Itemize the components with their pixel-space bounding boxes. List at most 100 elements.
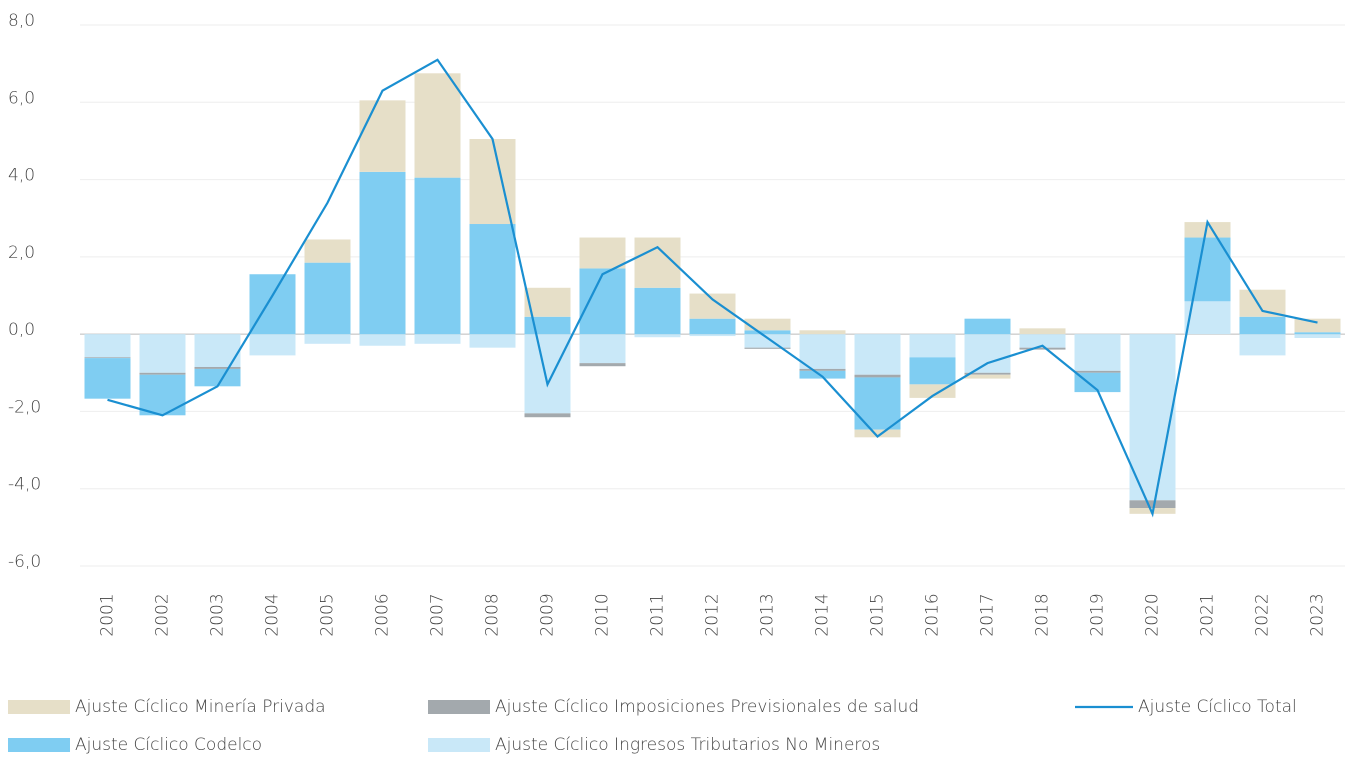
bar bbox=[414, 334, 461, 344]
bar bbox=[689, 293, 736, 319]
y-tick-label: -4,0 bbox=[8, 475, 41, 495]
x-tick-label: 2020 bbox=[1143, 593, 1163, 636]
y-tick-label: 6,0 bbox=[8, 88, 35, 108]
legend-label: Ajuste Cíclico Minería Privada bbox=[75, 697, 326, 717]
bar bbox=[139, 372, 186, 375]
bar bbox=[249, 334, 296, 356]
bar bbox=[689, 334, 736, 337]
bar bbox=[469, 224, 516, 335]
bar bbox=[524, 334, 571, 414]
bar bbox=[84, 334, 131, 358]
bar bbox=[359, 171, 406, 335]
y-tick-label: 4,0 bbox=[8, 166, 35, 186]
bar bbox=[744, 318, 791, 331]
bar bbox=[1239, 334, 1286, 356]
bar bbox=[249, 274, 296, 335]
x-tick-label: 2018 bbox=[1033, 593, 1053, 636]
bar bbox=[579, 268, 626, 335]
x-tick-label: 2002 bbox=[153, 593, 173, 636]
bar bbox=[304, 334, 351, 344]
bar bbox=[854, 377, 901, 430]
y-tick-label: -2,0 bbox=[8, 397, 41, 417]
bar bbox=[1074, 370, 1121, 373]
legend-swatch bbox=[8, 700, 70, 714]
bar bbox=[799, 334, 846, 369]
x-tick-label: 2012 bbox=[703, 593, 723, 636]
bar bbox=[304, 239, 351, 263]
bar bbox=[469, 334, 516, 348]
bar bbox=[579, 334, 626, 364]
bar bbox=[854, 429, 901, 438]
bar bbox=[964, 372, 1011, 375]
x-tick-label: 2013 bbox=[758, 593, 778, 636]
legend-label: Ajuste Cíclico Total bbox=[1138, 697, 1297, 717]
legend-label: Ajuste Cíclico Ingresos Tributarios No M… bbox=[495, 735, 880, 755]
bar bbox=[1129, 334, 1176, 501]
y-tick-label: -6,0 bbox=[8, 552, 41, 572]
x-tick-label: 2022 bbox=[1253, 593, 1273, 636]
line bbox=[107, 58, 1318, 518]
bar bbox=[1239, 316, 1286, 335]
x-tick-label: 2019 bbox=[1088, 593, 1108, 636]
bar bbox=[524, 413, 571, 418]
bar bbox=[964, 374, 1011, 379]
y-tick-label: 8,0 bbox=[8, 11, 35, 31]
bar bbox=[414, 177, 461, 335]
x-tick-label: 2001 bbox=[98, 593, 118, 636]
x-tick-label: 2014 bbox=[813, 593, 833, 636]
legend-label: Ajuste Cíclico Imposiciones Previsionale… bbox=[495, 697, 919, 717]
bar bbox=[909, 334, 956, 358]
bar bbox=[139, 334, 186, 373]
legend-label: Ajuste Cíclico Codelco bbox=[75, 735, 262, 755]
bar bbox=[84, 358, 131, 399]
bar bbox=[799, 368, 846, 371]
x-tick-label: 2004 bbox=[263, 593, 283, 636]
bar bbox=[359, 100, 406, 172]
y-tick-label: 0,0 bbox=[8, 320, 35, 340]
x-tick-label: 2007 bbox=[428, 593, 448, 636]
bar bbox=[744, 347, 791, 349]
x-tick-label: 2003 bbox=[208, 593, 228, 636]
x-tick-label: 2016 bbox=[923, 593, 943, 636]
bar bbox=[634, 287, 681, 335]
bar bbox=[854, 334, 901, 375]
x-tick-label: 2015 bbox=[868, 593, 888, 636]
x-tick-label: 2006 bbox=[373, 593, 393, 636]
bar bbox=[634, 334, 681, 338]
bar bbox=[689, 318, 736, 335]
x-tick-label: 2009 bbox=[538, 593, 558, 636]
bar bbox=[1294, 334, 1341, 339]
bar bbox=[744, 334, 791, 348]
bar bbox=[194, 334, 241, 367]
bar bbox=[139, 374, 186, 416]
bar bbox=[1294, 332, 1341, 335]
bar bbox=[1019, 334, 1066, 348]
bar bbox=[194, 368, 241, 387]
x-tick-label: 2005 bbox=[318, 593, 338, 636]
bar bbox=[1129, 500, 1176, 509]
x-tick-label: 2008 bbox=[483, 593, 503, 636]
x-tick-label: 2011 bbox=[648, 593, 668, 636]
bar bbox=[1074, 334, 1121, 371]
bar bbox=[964, 334, 1011, 373]
bar bbox=[1239, 289, 1286, 317]
bar bbox=[799, 330, 846, 335]
y-tick-label: 2,0 bbox=[8, 243, 35, 263]
bar bbox=[1019, 328, 1066, 335]
legend-swatch bbox=[428, 700, 490, 714]
bar bbox=[744, 330, 791, 335]
bar bbox=[799, 370, 846, 379]
legend-swatch bbox=[8, 738, 70, 752]
x-tick-label: 2017 bbox=[978, 593, 998, 636]
bar bbox=[84, 357, 131, 359]
bar bbox=[579, 363, 626, 367]
bar bbox=[854, 374, 901, 378]
bar bbox=[1184, 222, 1231, 238]
bar bbox=[1019, 347, 1066, 350]
bar bbox=[579, 237, 626, 269]
bar bbox=[909, 357, 956, 385]
bar bbox=[359, 334, 406, 346]
bar bbox=[194, 366, 241, 369]
x-tick-label: 2023 bbox=[1308, 593, 1328, 636]
